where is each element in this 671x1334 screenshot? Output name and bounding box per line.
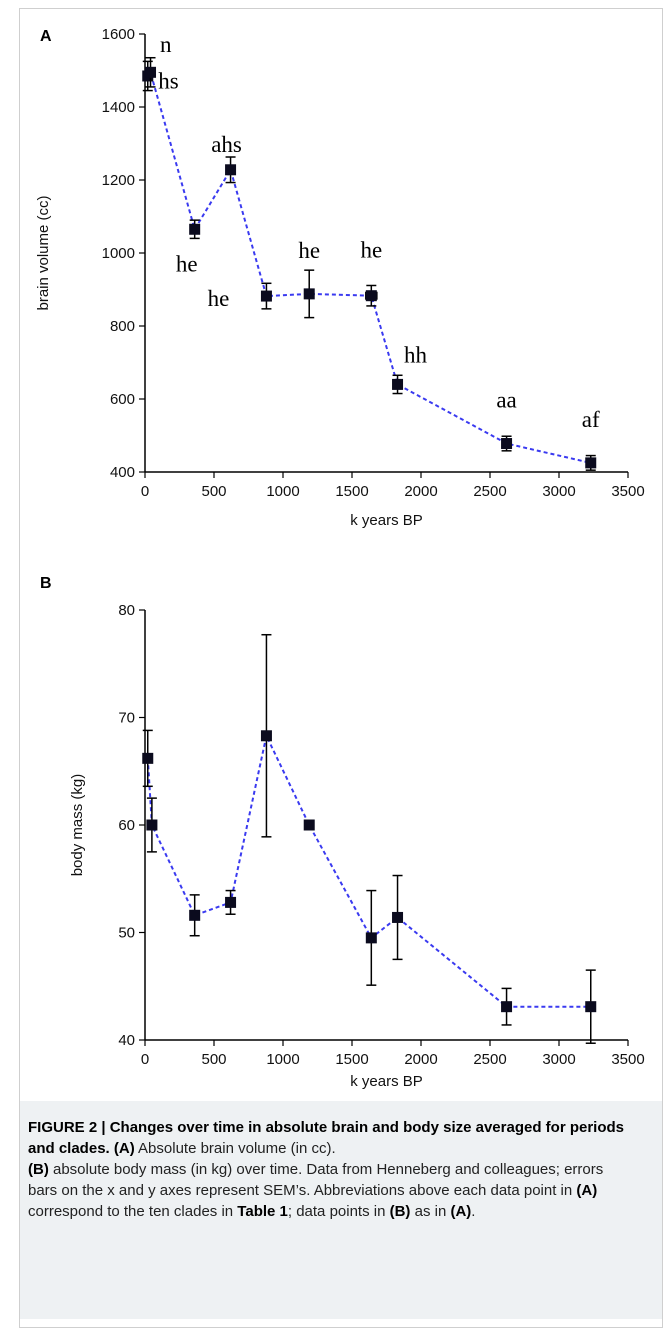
clade-label: n xyxy=(160,32,172,57)
caption-text-mid2: ; data points in xyxy=(287,1203,390,1220)
x-tick-label: 0 xyxy=(141,1051,149,1068)
x-tick-label: 3500 xyxy=(611,1051,644,1068)
x-axis-label: k years BP xyxy=(350,1073,423,1090)
clade-label: he xyxy=(176,251,198,276)
data-point-marker xyxy=(365,932,377,944)
data-point-marker xyxy=(501,1001,513,1013)
series-line xyxy=(146,70,591,464)
y-tick-label: 60 xyxy=(118,817,135,834)
x-tick-label: 3000 xyxy=(542,483,575,500)
y-tick-label: 1000 xyxy=(102,245,135,262)
data-point-marker xyxy=(145,66,157,78)
y-tick-label: 600 xyxy=(110,391,135,408)
caption-ref-a-3: (A) xyxy=(450,1203,472,1220)
clade-label: he xyxy=(208,286,230,311)
y-tick-label: 1200 xyxy=(102,172,135,189)
y-tick-label: 800 xyxy=(110,318,135,335)
clade-label: ahs xyxy=(211,132,242,157)
caption-ref-b-2: (B) xyxy=(389,1203,411,1220)
series-line xyxy=(146,732,591,1008)
x-tick-label: 2000 xyxy=(404,1051,437,1068)
caption-ref-a: (A) xyxy=(113,1140,135,1157)
x-tick-label: 1500 xyxy=(335,1051,368,1068)
caption-ref-a-2: (A) xyxy=(576,1182,598,1199)
y-tick-label: 80 xyxy=(118,602,135,619)
y-tick-label: 70 xyxy=(118,710,135,727)
y-axis-label: brain volume (cc) xyxy=(35,195,52,310)
y-tick-label: 50 xyxy=(118,925,135,942)
data-point-marker xyxy=(142,752,154,764)
caption-text-mid3: as in xyxy=(410,1203,451,1220)
data-point-marker xyxy=(260,730,272,742)
caption-text-mid: correspond to the ten clades in xyxy=(28,1203,238,1220)
data-point-marker xyxy=(146,819,158,831)
data-point-marker xyxy=(303,288,315,300)
clade-label: he xyxy=(298,238,320,263)
clade-label: he xyxy=(360,238,382,263)
x-tick-label: 3000 xyxy=(542,1051,575,1068)
y-tick-label: 1600 xyxy=(102,26,135,43)
x-tick-label: 1000 xyxy=(266,1051,299,1068)
x-tick-label: 1000 xyxy=(266,483,299,500)
clade-label: hh xyxy=(404,342,428,367)
data-point-marker xyxy=(225,896,237,908)
caption-text-a: Absolute brain volume (in cc). xyxy=(134,1140,336,1157)
panel-letter-a: A xyxy=(40,28,52,45)
x-tick-label: 2000 xyxy=(404,483,437,500)
x-tick-label: 500 xyxy=(201,483,226,500)
x-tick-label: 2500 xyxy=(473,483,506,500)
y-tick-label: 400 xyxy=(110,464,135,481)
caption-ref-b: (B) xyxy=(28,1161,49,1178)
x-tick-label: 2500 xyxy=(473,1051,506,1068)
data-point-marker xyxy=(225,164,237,176)
x-axis-label: k years BP xyxy=(350,512,423,529)
data-point-marker xyxy=(189,909,201,921)
figure-caption: FIGURE 2 | Changes over time in absolute… xyxy=(28,1117,628,1222)
clade-label: aa xyxy=(496,388,516,413)
panel-letter-b: B xyxy=(40,575,52,592)
clade-label: af xyxy=(582,407,600,432)
data-point-marker xyxy=(392,378,404,390)
data-point-marker xyxy=(585,457,597,469)
data-point-marker xyxy=(189,223,201,235)
y-tick-label: 1400 xyxy=(102,99,135,116)
data-point-marker xyxy=(365,290,377,302)
caption-text-b: absolute body mass (in kg) over time. Da… xyxy=(28,1161,604,1199)
brain-volume-chart: 0 500 1000 1500 2000 2500 3000 3500 400 600 800 100… xyxy=(35,26,645,529)
clade-label: hs xyxy=(158,68,179,93)
caption-background xyxy=(20,1101,662,1319)
data-point-marker xyxy=(585,1001,597,1013)
caption-table-ref: Table 1 xyxy=(237,1203,288,1220)
data-point-marker xyxy=(303,819,315,831)
x-tick-label: 0 xyxy=(141,483,149,500)
x-tick-label: 3500 xyxy=(611,483,644,500)
y-axis-label: body mass (kg) xyxy=(69,774,86,877)
data-point-marker xyxy=(392,911,404,923)
x-tick-label: 1500 xyxy=(335,483,368,500)
x-tick-label: 500 xyxy=(201,1051,226,1068)
data-point-marker xyxy=(501,438,513,450)
caption-figure-label: FIGURE 2 | Changes over time in absolute… xyxy=(28,1119,625,1157)
data-point-marker xyxy=(260,290,272,302)
caption-text-end: . xyxy=(471,1203,476,1220)
y-tick-label: 40 xyxy=(118,1032,135,1049)
body-mass-chart: 0 500 1000 1500 2000 2500 3000 3500 40 50 60 70 80 k … xyxy=(69,602,645,1090)
